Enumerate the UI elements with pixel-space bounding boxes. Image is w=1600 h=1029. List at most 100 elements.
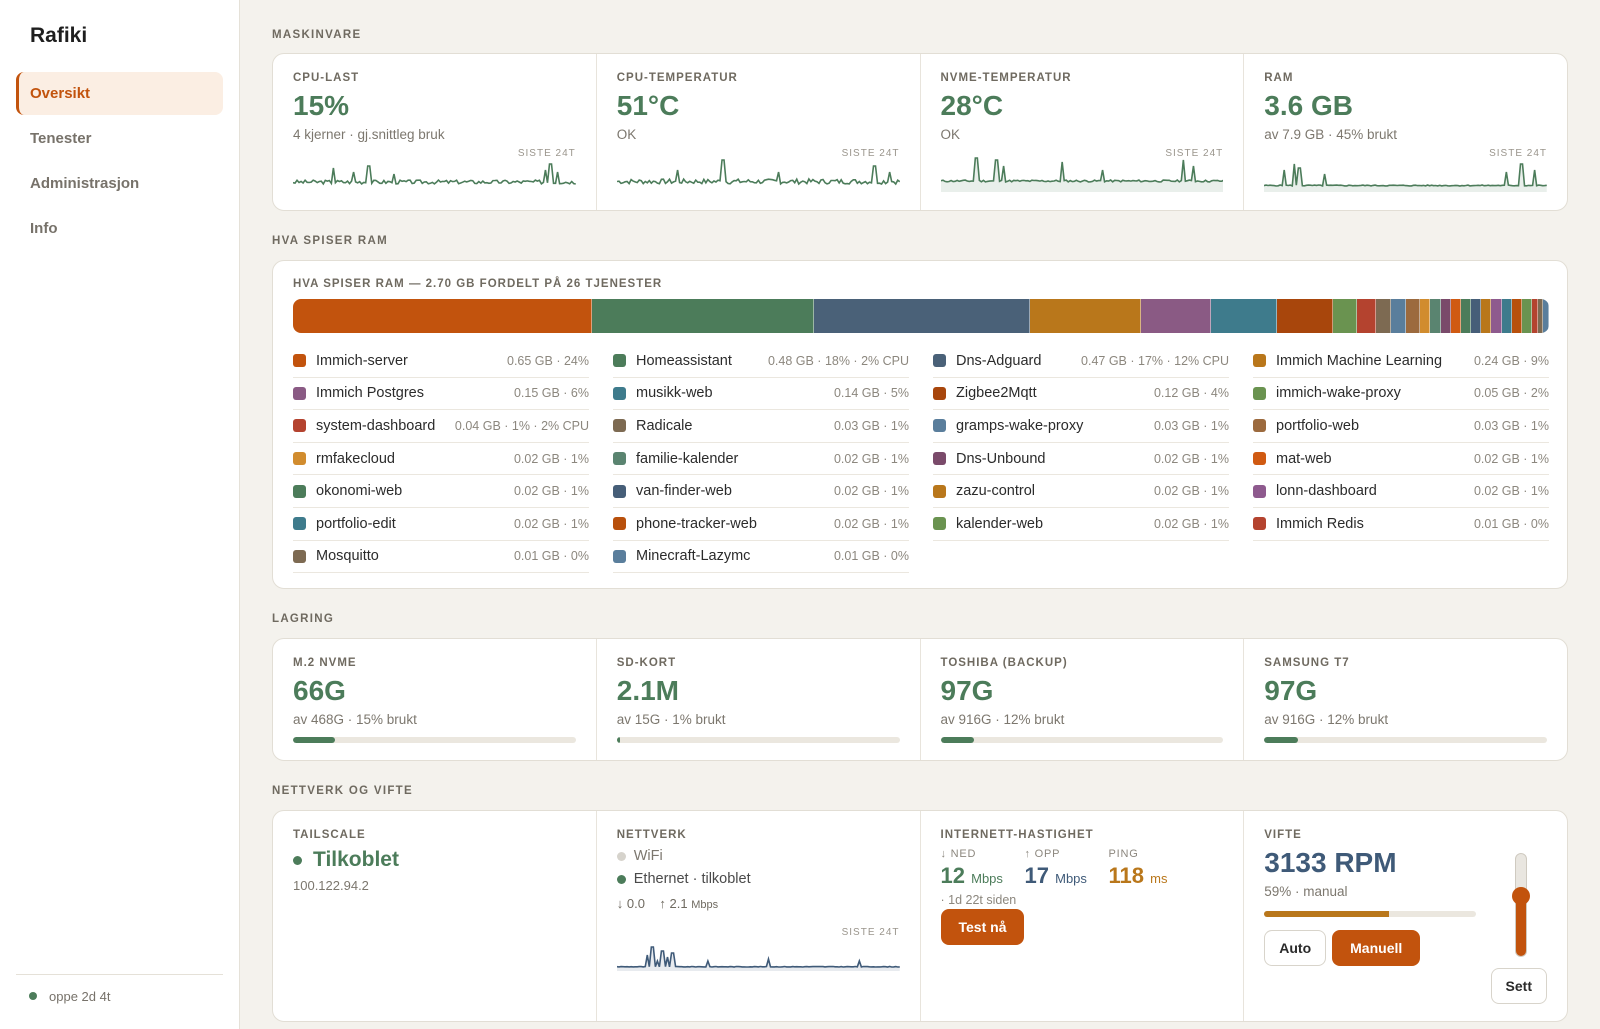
ram-legend-item: familie-kalender 0.02 GB · 1%: [613, 443, 909, 476]
ram-bar-segment: [1375, 299, 1391, 333]
section-hardware-label: MASKINVARE: [272, 29, 362, 41]
legend-service-usage: 0.02 GB · 1%: [1473, 451, 1549, 466]
legend-service-usage: 0.02 GB · 1%: [1153, 484, 1229, 499]
storage-sub: av 15G · 1% brukt: [616, 712, 726, 727]
legend-swatch-icon: [933, 354, 946, 368]
legend-swatch-icon: [613, 452, 626, 466]
ram-bar-segment: [1440, 299, 1451, 333]
ram-legend-item: okonomi-web 0.02 GB · 1%: [293, 475, 589, 508]
legend-service-usage: 0.03 GB · 1%: [833, 418, 909, 433]
ram-cell: RAM 3.6 GB av 7.9 GB · 45% brukt SISTE 2…: [1244, 54, 1567, 210]
legend-service-usage: 0.01 GB · 0%: [513, 549, 589, 564]
nvme-temp-sub: OK: [940, 127, 961, 142]
ram-bar-segment: [813, 299, 1031, 333]
wifi-label: WiFi: [633, 848, 663, 864]
nav-item-tenester[interactable]: Tenester: [30, 130, 92, 147]
ram-legend-item: Minecraft-Lazymc 0.01 GB · 0%: [613, 541, 909, 574]
ram-usage-title: HVA SPISER RAM — 2.70 GB FORDELT PÅ 26 T…: [293, 278, 663, 290]
fan-set-button[interactable]: Sett: [1490, 968, 1547, 1004]
legend-service-name: rmfakecloud: [316, 450, 395, 467]
legend-service-name: portfolio-edit: [316, 515, 396, 532]
spark-tag: SISTE 24T: [841, 148, 900, 159]
ram-bar-segment: [1450, 299, 1461, 333]
sparkline-line: [617, 947, 900, 967]
legend-service-usage: 0.02 GB · 1%: [833, 516, 909, 531]
ram-legend-item: portfolio-web 0.03 GB · 1%: [1253, 410, 1549, 443]
ram-legend-item: mat-web 0.02 GB · 1%: [1253, 443, 1549, 476]
legend-service-name: kalender-web: [956, 515, 1044, 532]
ram-bar-segment: [1537, 299, 1544, 333]
fan-speed-bar-fill: [1264, 911, 1390, 917]
speed-up: ↑ OPP 17 Mbps: [1025, 848, 1109, 889]
fan-slider-handle[interactable]: [1512, 886, 1530, 905]
fan-manual-button[interactable]: Manuell: [1332, 930, 1421, 966]
ram-bar-segment: [1543, 299, 1549, 333]
legend-service-usage: 0.01 GB · 0%: [1473, 516, 1549, 531]
legend-swatch-icon: [1253, 386, 1266, 400]
ram-bar-segment: [1420, 299, 1431, 333]
ram-bar-segment: [1276, 299, 1333, 333]
section-network-label: NETTVERK OG VIFTE: [272, 785, 413, 797]
storage-sub: av 916G · 12% brukt: [1264, 712, 1389, 727]
fan-auto-button[interactable]: Auto: [1264, 930, 1327, 966]
legend-service-name: Mosquitto: [316, 548, 379, 565]
ram-bar-segment: [1430, 299, 1441, 333]
legend-service-usage: 0.02 GB · 1%: [513, 451, 589, 466]
fan-slider[interactable]: [1515, 853, 1527, 957]
legend-service-name: phone-tracker-web: [636, 515, 757, 532]
cpu-temp-value: 51°C: [616, 90, 680, 121]
uptime-status: oppe 2d 4t: [16, 974, 223, 1004]
legend-service-usage: 0.04 GB · 1% · 2% CPU: [454, 418, 589, 433]
nav-item-info[interactable]: Info: [30, 220, 58, 237]
ram-legend-item: system-dashboard 0.04 GB · 1% · 2% CPU: [293, 410, 589, 443]
legend-service-name: Immich Machine Learning: [1276, 352, 1443, 369]
legend-swatch-icon: [613, 549, 626, 563]
ram-legend: Immich-server 0.65 GB · 24% Homeassistant 0…: [293, 345, 1549, 574]
ram-legend-item: rmfakecloud 0.02 GB · 1%: [293, 443, 589, 476]
fan-sub: 59% · manual: [1264, 884, 1348, 899]
ram-legend-item: immich-wake-proxy 0.05 GB · 2%: [1253, 378, 1549, 411]
nav-item-oversikt[interactable]: Oversikt: [16, 72, 223, 115]
storage-bar-fill: [293, 737, 336, 743]
fan-rpm: 3133 RPM: [1264, 847, 1397, 878]
test-now-button[interactable]: Test nå: [940, 909, 1025, 945]
storage-bar: [940, 737, 1224, 743]
cpu-load-value: 15%: [293, 90, 350, 121]
fan-cell: VIFTE 3133 RPM 59% · manual Auto Manuell…: [1244, 811, 1567, 1021]
tailscale-label: TAILSCALE: [293, 829, 366, 841]
legend-service-name: Immich-server: [316, 352, 408, 369]
cpu-temp-cell: CPU-TEMPERATUR 51°C OK SISTE 24T: [597, 54, 921, 210]
net-unit: Mbps: [691, 899, 719, 911]
ethernet-row: Ethernet · tilkoblet: [616, 871, 900, 887]
ram-bar-segment: [1141, 299, 1212, 333]
legend-service-name: portfolio-web: [1276, 417, 1360, 434]
speed-up-label: ↑ OPP: [1024, 848, 1061, 860]
storage-cell-samsung: SAMSUNG T7 97G av 916G · 12% brukt: [1244, 639, 1567, 760]
sparkline-area: [1264, 164, 1547, 192]
legend-swatch-icon: [613, 484, 626, 498]
legend-swatch-icon: [933, 484, 946, 498]
speed-ping-value: 118: [1108, 863, 1145, 888]
speed-down: ↓ NED 12 Mbps: [941, 848, 1025, 889]
storage-value: 97G: [940, 675, 994, 706]
nvme-temp-cell: NVME-TEMPERATUR 28°C OK SISTE 24T: [921, 54, 1245, 210]
ram-legend-item: Dns-Unbound 0.02 GB · 1%: [933, 443, 1229, 476]
legend-swatch-icon: [933, 452, 946, 466]
legend-swatch-icon: [1253, 419, 1266, 433]
nvme-temp-value: 28°C: [940, 90, 1004, 121]
speed-ping-value-row: 118 ms: [1109, 863, 1193, 889]
ram-legend-item: musikk-web 0.14 GB · 5%: [613, 378, 909, 411]
fan-slider-fill: [1516, 895, 1526, 956]
ram-legend-item: kalender-web 0.02 GB · 1%: [933, 508, 1229, 541]
legend-service-usage: 0.14 GB · 5%: [833, 386, 909, 401]
spark-tag: SISTE 24T: [1489, 148, 1547, 159]
legend-service-usage: 0.02 GB · 1%: [833, 484, 909, 499]
net-up: ↑ 2.1: [659, 896, 688, 911]
nvme-temp-label: NVME-TEMPERATUR: [940, 72, 1072, 84]
speedtest-label: INTERNETT-HASTIGHET: [940, 829, 1094, 841]
legend-swatch-icon: [293, 549, 306, 563]
nav-item-administrasjon[interactable]: Administrasjon: [30, 175, 140, 192]
speedtest-results: ↓ NED 12 Mbps ↑ OPP 17 Mbps PING 118 ms: [941, 848, 1224, 889]
ram-bar-segment: [1356, 299, 1376, 333]
legend-swatch-icon: [293, 452, 306, 466]
